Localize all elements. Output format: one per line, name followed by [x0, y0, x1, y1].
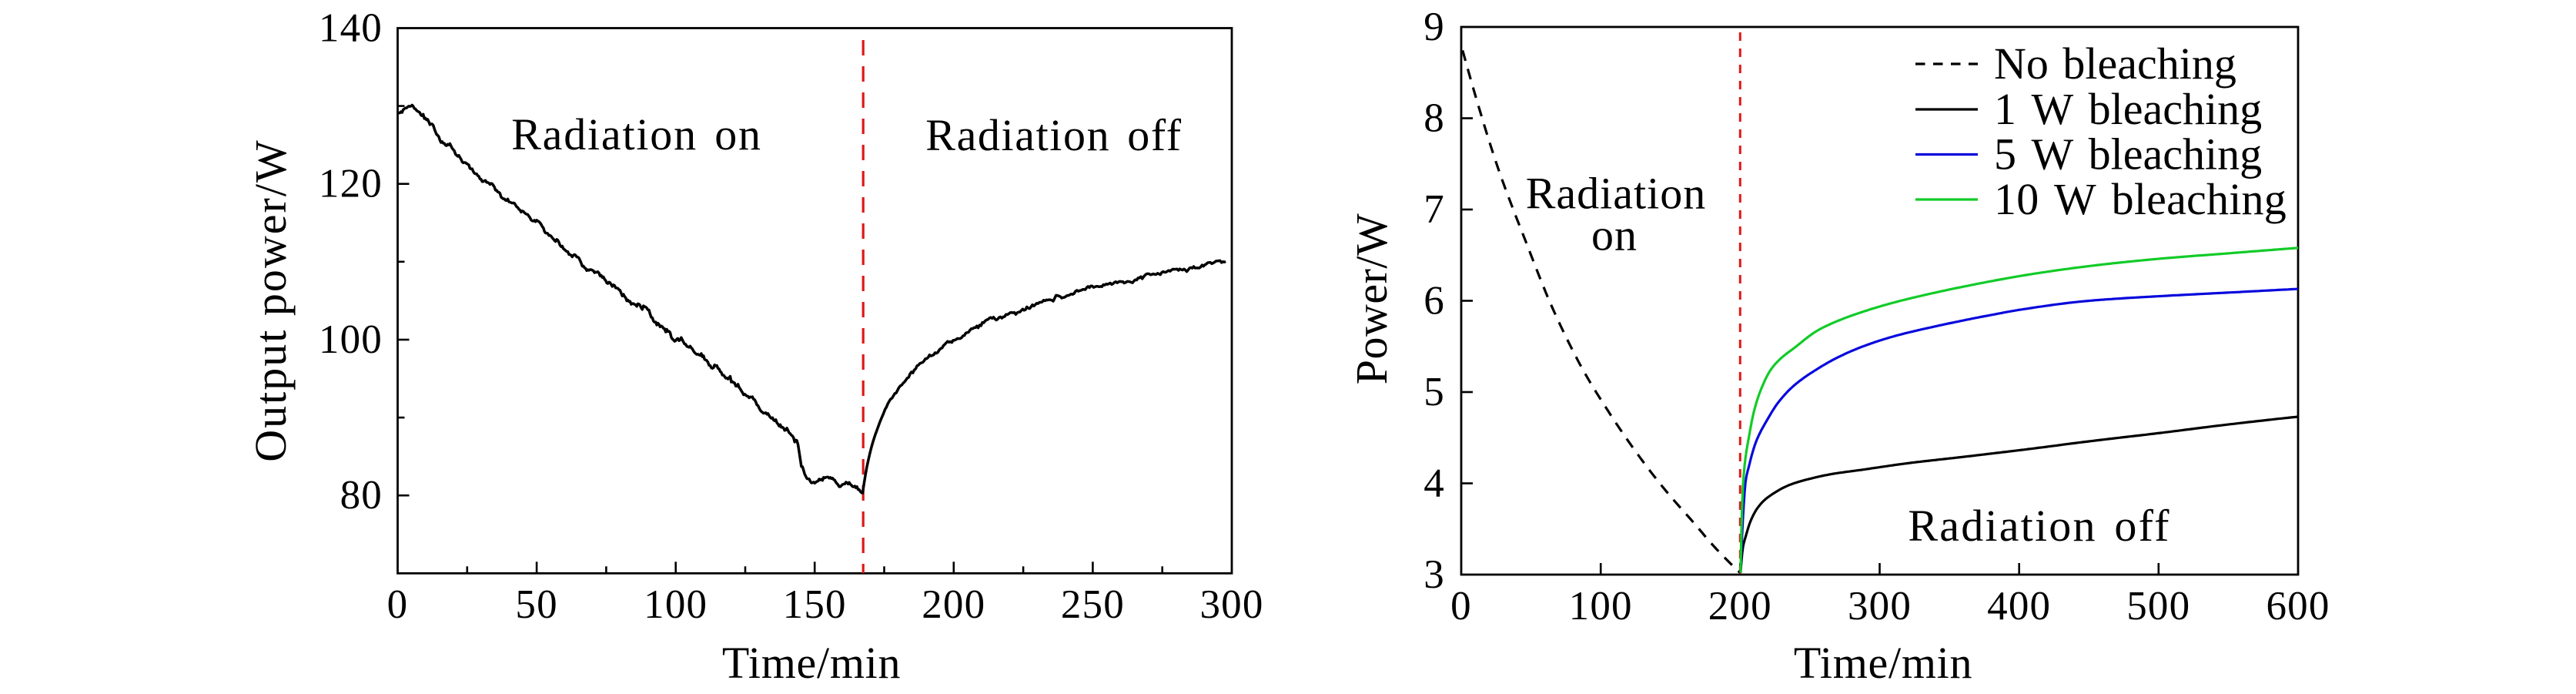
svg-text:0: 0 [387, 582, 409, 627]
svg-text:Time/min: Time/min [1794, 638, 1972, 688]
svg-text:300: 300 [1848, 584, 1912, 629]
svg-text:150: 150 [783, 582, 847, 627]
svg-text:5: 5 [1423, 370, 1445, 414]
svg-text:200: 200 [922, 582, 985, 627]
svg-text:on: on [1591, 210, 1638, 260]
svg-text:140: 140 [319, 6, 383, 51]
svg-text:9: 9 [1423, 5, 1445, 49]
svg-text:3: 3 [1423, 552, 1445, 597]
svg-text:100: 100 [1569, 584, 1633, 629]
svg-text:10 W bleaching: 10 W bleaching [1994, 174, 2287, 224]
svg-text:Radiation off: Radiation off [1908, 501, 2170, 551]
svg-text:100: 100 [644, 582, 708, 627]
svg-text:Output power/W: Output power/W [246, 139, 296, 461]
svg-text:300: 300 [1199, 582, 1263, 627]
svg-text:1 W bleaching: 1 W bleaching [1994, 84, 2262, 134]
svg-text:400: 400 [1987, 584, 2051, 629]
svg-text:Radiation off: Radiation off [925, 110, 1182, 160]
svg-text:0: 0 [1450, 584, 1472, 629]
svg-text:600: 600 [2266, 584, 2330, 629]
svg-text:50: 50 [515, 582, 557, 627]
svg-text:6: 6 [1423, 279, 1445, 324]
svg-text:Time/min: Time/min [722, 638, 901, 688]
svg-text:250: 250 [1061, 582, 1125, 627]
svg-text:7: 7 [1423, 187, 1445, 232]
svg-text:Radiation: Radiation [1526, 169, 1707, 219]
svg-text:Power/W: Power/W [1347, 213, 1397, 385]
svg-text:120: 120 [319, 162, 383, 206]
svg-text:4: 4 [1423, 461, 1445, 506]
svg-text:200: 200 [1708, 584, 1772, 629]
svg-text:500: 500 [2126, 584, 2190, 629]
svg-text:Radiation on: Radiation on [511, 109, 762, 159]
svg-text:80: 80 [340, 473, 383, 518]
svg-text:100: 100 [319, 317, 383, 362]
svg-text:8: 8 [1423, 96, 1445, 141]
svg-text:No bleaching: No bleaching [1994, 39, 2236, 89]
svg-text:5 W bleaching: 5 W bleaching [1994, 129, 2262, 179]
